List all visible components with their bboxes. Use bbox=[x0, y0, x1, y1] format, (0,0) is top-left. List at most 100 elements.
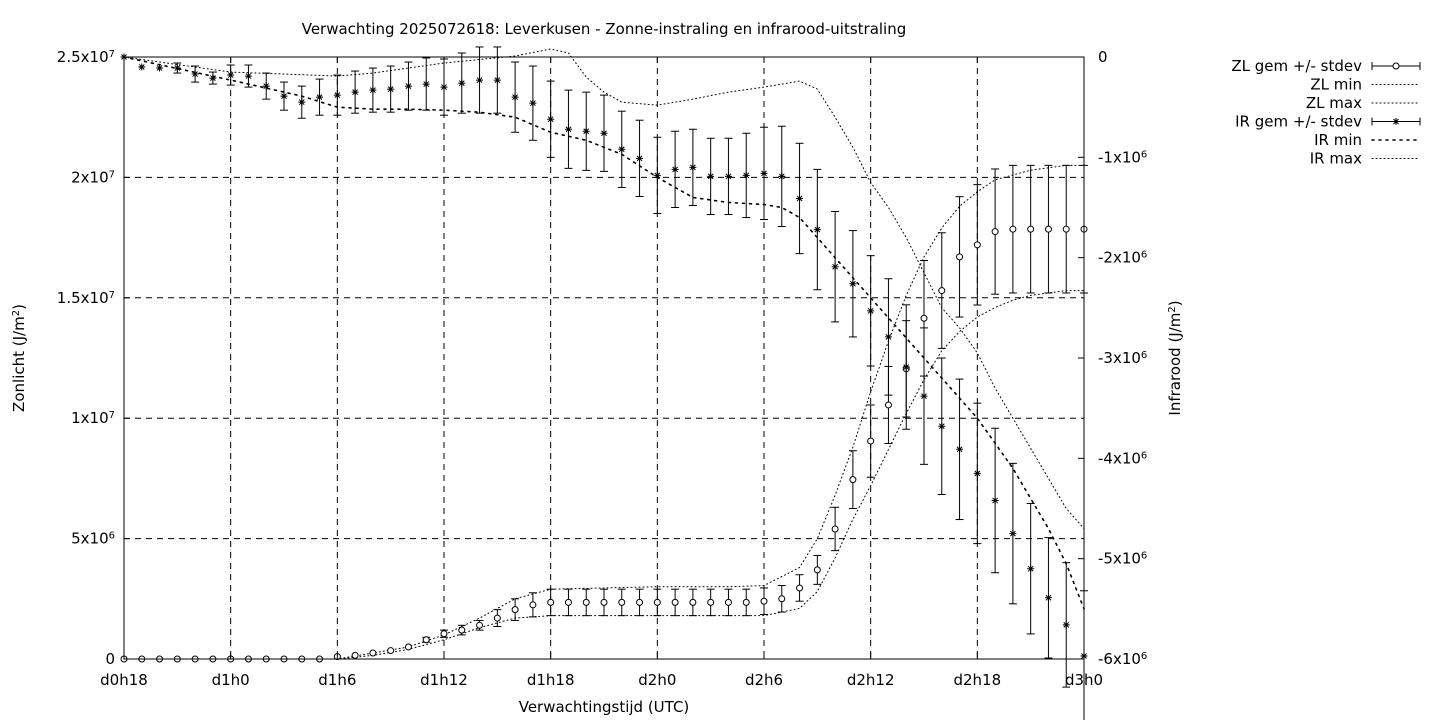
x-tick-label: d1h0 bbox=[212, 671, 250, 689]
data-point bbox=[724, 598, 732, 606]
data-point bbox=[778, 172, 786, 180]
data-point bbox=[831, 525, 839, 533]
y-tick-label: 1.5x107 bbox=[57, 289, 115, 307]
x-tick-label: d2h0 bbox=[638, 671, 676, 689]
data-point bbox=[600, 129, 608, 137]
data-point bbox=[1027, 225, 1035, 233]
data-point bbox=[920, 314, 928, 322]
data-point bbox=[600, 598, 608, 606]
y-tick-label: 0 bbox=[105, 650, 115, 668]
data-point bbox=[1009, 225, 1017, 233]
y-tick-label: 1x107 bbox=[71, 409, 115, 427]
zl-gem-series bbox=[120, 164, 1088, 663]
data-point bbox=[1044, 594, 1052, 602]
data-point bbox=[813, 566, 821, 574]
data-point bbox=[582, 598, 590, 606]
data-point bbox=[831, 263, 839, 271]
data-point bbox=[760, 597, 768, 605]
data-point bbox=[369, 649, 377, 657]
data-point bbox=[458, 626, 466, 634]
data-point bbox=[227, 71, 235, 79]
x-tick-label: d2h6 bbox=[745, 671, 783, 689]
y-axis-label-text: Zonlicht (J/m bbox=[10, 316, 28, 412]
y-tick-label: 2.5x107 bbox=[57, 48, 115, 66]
zl-min-line bbox=[123, 290, 1085, 660]
data-point bbox=[547, 598, 555, 606]
data-point bbox=[813, 226, 821, 234]
data-point bbox=[1009, 530, 1017, 538]
axis-ticks: d0h18 d1h0 d1h6 d1h12 d1h18 d2h0 d2h6 d2h12 d2h1… bbox=[57, 48, 1148, 689]
y-tick-label: 2x107 bbox=[71, 168, 115, 186]
data-point bbox=[653, 598, 661, 606]
data-point bbox=[636, 598, 644, 606]
data-point bbox=[422, 636, 430, 644]
data-point bbox=[902, 363, 910, 371]
data-point bbox=[1044, 225, 1052, 233]
data-point bbox=[707, 598, 715, 606]
y2-tick-label: -1x106 bbox=[1098, 148, 1147, 166]
x-tick-label: d1h18 bbox=[527, 671, 575, 689]
data-point bbox=[138, 63, 146, 71]
data-point bbox=[618, 145, 626, 153]
data-point bbox=[191, 70, 199, 78]
data-point bbox=[529, 601, 537, 609]
data-point bbox=[991, 496, 999, 504]
data-point bbox=[956, 445, 964, 453]
x-tick-label: d1h12 bbox=[420, 671, 468, 689]
x-tick-label: d2h12 bbox=[847, 671, 895, 689]
data-point bbox=[244, 72, 252, 80]
y2-axis-label-close: ) bbox=[1166, 300, 1184, 306]
data-point bbox=[422, 80, 430, 88]
y2-tick-label: -4x106 bbox=[1098, 449, 1147, 467]
x-axis-label: Verwachtingstijd (UTC) bbox=[519, 698, 690, 716]
data-point bbox=[476, 621, 484, 629]
data-point bbox=[511, 606, 519, 614]
data-point bbox=[760, 169, 768, 177]
data-point bbox=[1027, 565, 1035, 573]
data-point bbox=[404, 82, 412, 90]
y2-tick-label: -2x106 bbox=[1098, 249, 1147, 267]
data-point bbox=[440, 83, 448, 91]
data-point bbox=[262, 82, 270, 90]
legend-label: ZL max bbox=[1306, 94, 1362, 112]
data-point bbox=[884, 333, 892, 341]
data-point bbox=[369, 86, 377, 94]
y-axis-label-sup: 2 bbox=[11, 310, 22, 316]
y2-tick-label: 0 bbox=[1098, 48, 1108, 66]
y2-tick-label: -6x106 bbox=[1098, 650, 1147, 668]
y2-axis-label: Infrarood (J/m2) bbox=[1166, 300, 1184, 415]
data-point bbox=[618, 598, 626, 606]
legend-label: IR min bbox=[1314, 131, 1362, 149]
legend-marker bbox=[1392, 62, 1400, 70]
data-point bbox=[564, 125, 572, 133]
legend-label: IR gem +/- stdev bbox=[1235, 113, 1362, 131]
y2-axis-label-text: Infrarood (J/m bbox=[1166, 313, 1184, 416]
data-point bbox=[796, 194, 804, 202]
y2-axis-label-sup: 2 bbox=[1167, 306, 1178, 312]
data-point bbox=[1062, 225, 1070, 233]
data-point bbox=[351, 88, 359, 96]
ir-gem-series bbox=[120, 46, 1088, 720]
y2-tick-label: -3x106 bbox=[1098, 349, 1147, 367]
legend-label: ZL min bbox=[1310, 76, 1362, 94]
data-point bbox=[671, 598, 679, 606]
data-point bbox=[867, 437, 875, 445]
data-point bbox=[493, 76, 501, 84]
data-point bbox=[653, 171, 661, 179]
data-point bbox=[849, 476, 857, 484]
data-point bbox=[938, 422, 946, 430]
x-tick-label: d1h6 bbox=[318, 671, 356, 689]
data-point bbox=[973, 241, 981, 249]
series-layer bbox=[120, 46, 1088, 720]
data-point bbox=[547, 115, 555, 123]
data-point bbox=[173, 64, 181, 72]
data-point bbox=[956, 253, 964, 261]
data-point bbox=[991, 228, 999, 236]
y-axis-label: Zonlicht (J/m2) bbox=[10, 304, 28, 412]
chart-title: Verwachting 2025072618: Leverkusen - Zon… bbox=[302, 20, 907, 38]
data-point bbox=[689, 163, 697, 171]
data-point bbox=[529, 99, 537, 107]
data-point bbox=[671, 165, 679, 173]
data-point bbox=[778, 595, 786, 603]
